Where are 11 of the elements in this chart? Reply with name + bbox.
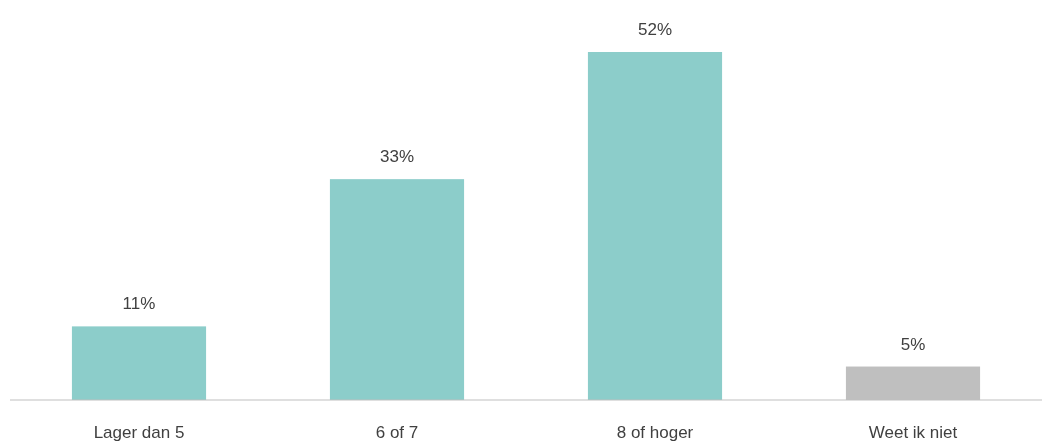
bar bbox=[587, 52, 723, 400]
x-tick-label: Lager dan 5 bbox=[93, 423, 185, 442]
data-label: 5% bbox=[900, 334, 926, 354]
data-label: 33% bbox=[379, 147, 415, 167]
x-tick-label: 8 of hoger bbox=[616, 423, 694, 442]
data-label: 11% bbox=[122, 294, 156, 314]
bar bbox=[71, 326, 207, 400]
bar bbox=[329, 179, 465, 400]
x-tick-label: 6 of 7 bbox=[375, 423, 419, 442]
data-label: 52% bbox=[637, 20, 673, 39]
x-tick-label: Weet ik niet bbox=[868, 423, 958, 442]
